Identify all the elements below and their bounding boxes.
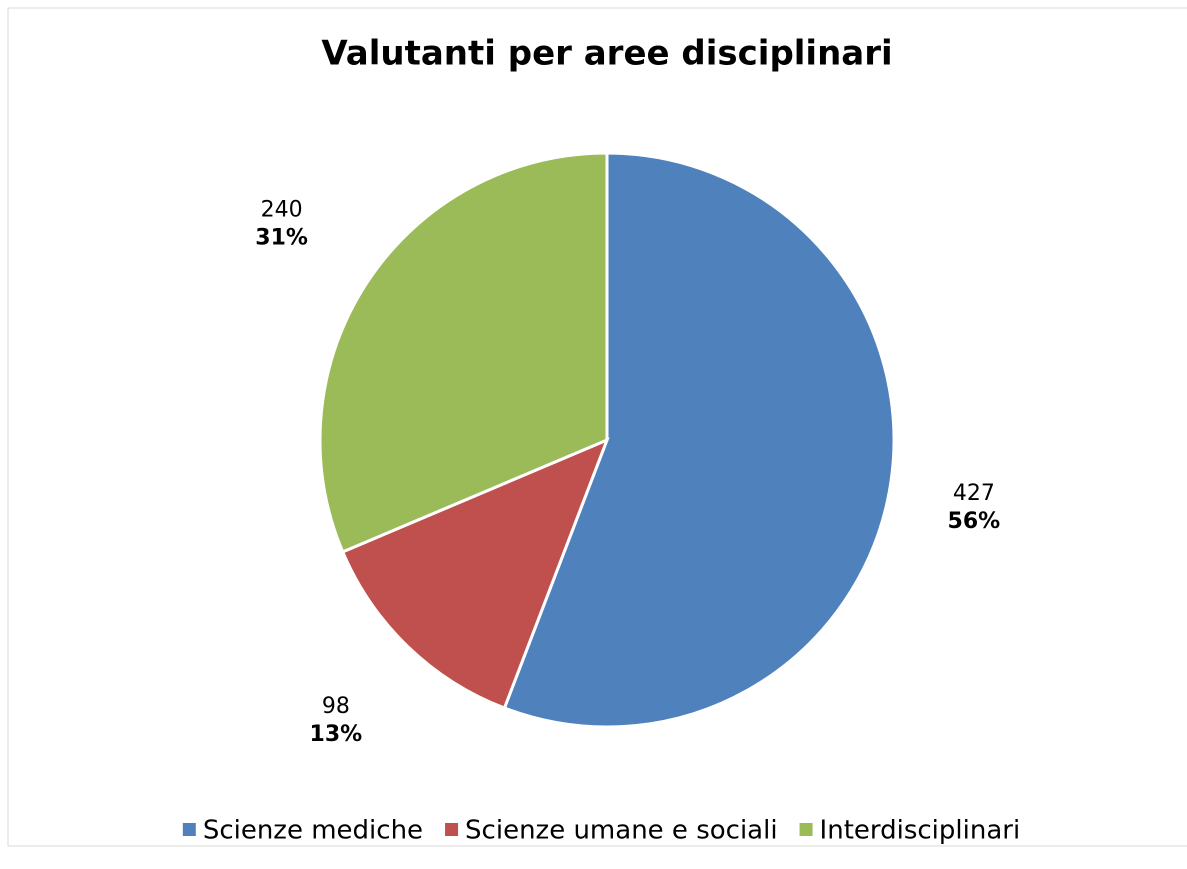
- pie-slice: [502, 151, 896, 729]
- legend-swatch: [445, 823, 459, 836]
- data-label-value: 240: [261, 197, 303, 222]
- legend-label: Interdisciplinari: [820, 816, 1021, 846]
- chart-title: Valutanti per aree disciplinari: [321, 34, 892, 74]
- pie-slice: [318, 151, 609, 554]
- pie-slice: [340, 437, 610, 710]
- data-label-percent: 31%: [255, 225, 308, 250]
- legend-swatch: [182, 823, 196, 836]
- data-label-percent: 56%: [948, 509, 1001, 534]
- legend-swatch: [799, 823, 813, 836]
- data-label-value: 98: [322, 694, 350, 719]
- legend-label: Scienze umane e sociali: [465, 816, 778, 846]
- data-label-percent: 13%: [310, 722, 363, 747]
- legend-label: Scienze mediche: [203, 816, 423, 846]
- legend: Scienze mediche Scienze umane e sociali In…: [182, 816, 1021, 846]
- data-label-value: 427: [953, 481, 995, 506]
